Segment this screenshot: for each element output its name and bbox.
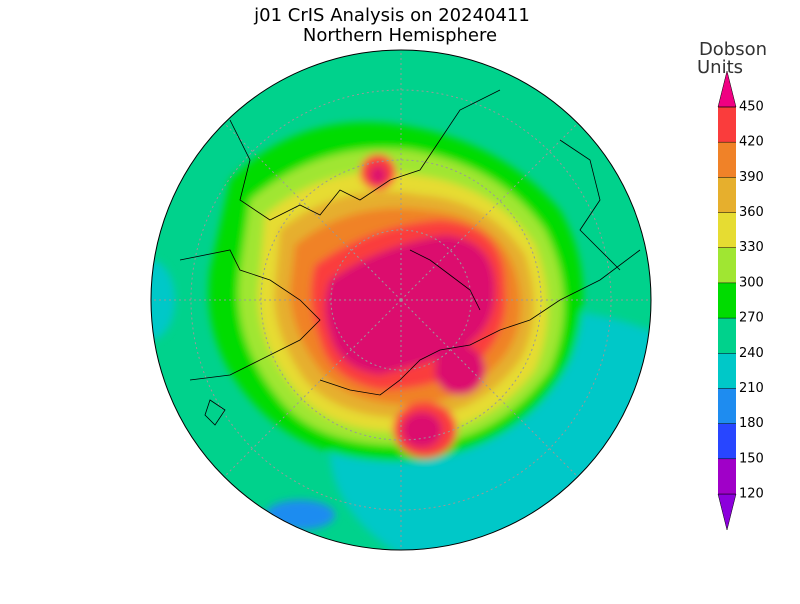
colorbar-tick-label: 300: [739, 275, 764, 290]
colorbar-band: [718, 212, 736, 248]
colorbar-extend-low: [717, 493, 737, 531]
colorbar-label: Dobson: [699, 39, 767, 60]
colorbar-band: [718, 458, 736, 494]
colorbar: 120 150 180 210 240 270 300 330 360 390 420 450: [717, 70, 764, 531]
colorbar-band: [718, 388, 736, 424]
subtitle: Northern Hemisphere: [303, 25, 497, 46]
colorbar-band: [718, 177, 736, 213]
ozone-map: [151, 50, 651, 550]
colorbar-tick-label: 120: [739, 487, 764, 502]
colorbar-tick-label: 150: [739, 451, 764, 466]
colorbar-band: [718, 282, 736, 319]
colorbar-tick-label: 420: [739, 135, 764, 150]
colorbar-band: [718, 107, 736, 143]
colorbar-band: [718, 247, 736, 283]
colorbar-band: [718, 353, 736, 389]
globe-outline: [150, 49, 652, 551]
colorbar-tick-label: 270: [739, 311, 764, 326]
title: j01 CrIS Analysis on 20240411: [253, 5, 530, 26]
colorbar-label: Units: [697, 57, 743, 78]
colorbar-tick-label: 330: [739, 240, 764, 255]
colorbar-tick-label: 390: [739, 170, 764, 185]
colorbar-tick-label: 180: [739, 416, 764, 431]
colorbar-tick-label: 450: [739, 100, 764, 115]
colorbar-band: [718, 142, 736, 178]
colorbar-band: [718, 423, 736, 459]
colorbar-tick-label: 360: [739, 205, 764, 220]
colorbar-band: [718, 318, 736, 354]
colorbar-tick-label: 240: [739, 346, 764, 361]
colorbar-tick-label: 210: [739, 381, 764, 396]
